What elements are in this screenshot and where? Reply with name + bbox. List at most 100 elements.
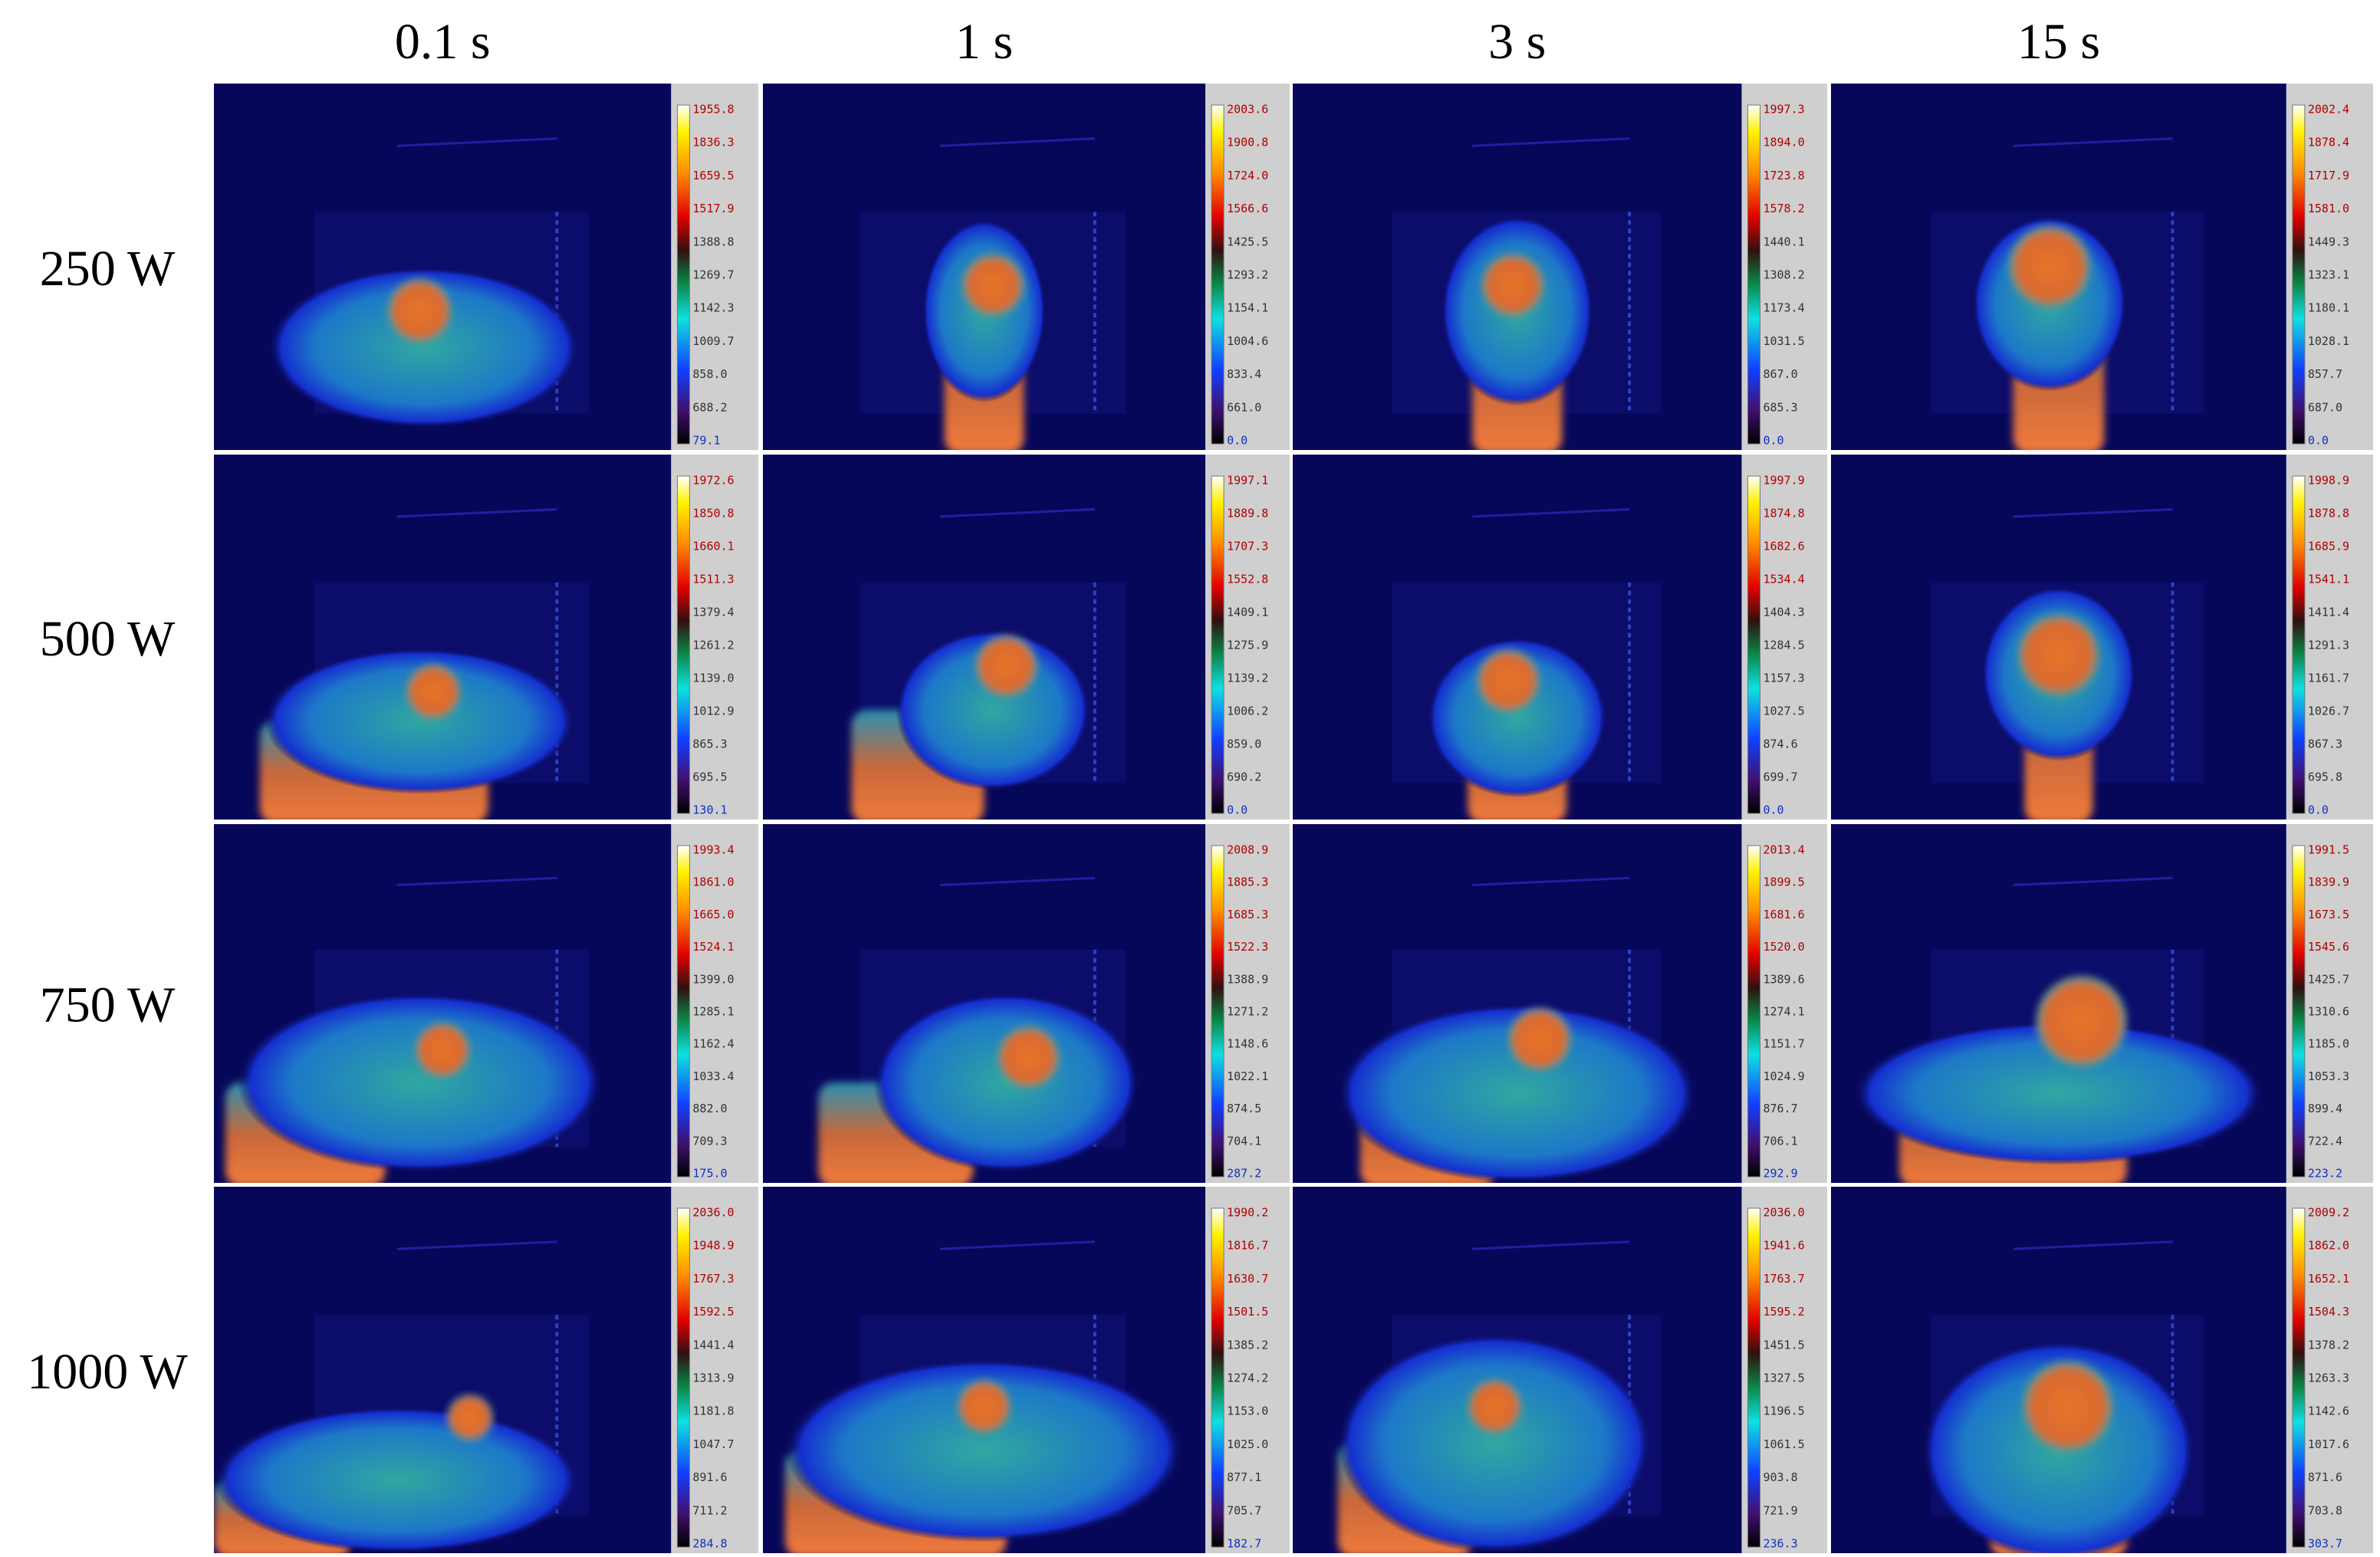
scale-label: 877.1 [1227, 1470, 1261, 1484]
scale-label: 1630.7 [1227, 1272, 1268, 1286]
thermal-image [1293, 1187, 1742, 1553]
scale-label: 1025.0 [1227, 1437, 1268, 1451]
top-streak [396, 1240, 557, 1250]
thermal-panel: 1997.1 1889.8 1707.3 1552.8 1409.1 1275.9 1139… [763, 455, 1290, 820]
scale-label: 1839.9 [2308, 875, 2349, 889]
scale-label: 1142.6 [2308, 1404, 2349, 1418]
scale-label: 1022.1 [1227, 1069, 1268, 1083]
scale-label: 1451.5 [1763, 1338, 1804, 1352]
hot-core [387, 278, 452, 343]
scale-label: 690.2 [1227, 770, 1261, 784]
scale-bar [1747, 475, 1760, 814]
scale-label: 699.7 [1763, 770, 1797, 784]
scale-label: 2002.4 [2308, 103, 2349, 117]
scale-label: 1723.8 [1763, 169, 1804, 182]
scale-bar [1211, 845, 1225, 1178]
scale-label: 1173.4 [1763, 301, 1804, 315]
scale-bar [676, 475, 690, 814]
thermal-panel: 2013.4 1899.5 1681.6 1520.0 1389.6 1274.1 1151… [1293, 824, 1827, 1183]
scale-label: 871.6 [2308, 1470, 2342, 1484]
scale-bar [2292, 475, 2306, 814]
scale-label: 1900.8 [1227, 136, 1268, 149]
scale-label: 0.0 [1227, 803, 1248, 817]
thermal-panel: 2008.9 1885.3 1685.3 1522.3 1388.9 1271.2 1148… [763, 824, 1290, 1183]
scale-label: 79.1 [692, 434, 720, 448]
top-streak [939, 876, 1095, 887]
scale-label: 0.0 [1227, 434, 1248, 448]
scale-label: 1327.5 [1763, 1371, 1804, 1385]
scale-label: 1520.0 [1763, 940, 1804, 954]
thermal-image [763, 455, 1206, 820]
scale-label: 1660.1 [692, 540, 734, 553]
thermal-image [214, 84, 672, 450]
scale-label: 1027.5 [1763, 705, 1804, 718]
heat-blob [1337, 1004, 1697, 1183]
thermal-image [1293, 824, 1742, 1183]
thermal-panel: 1990.2 1816.7 1630.7 1501.5 1385.2 1274.2 1153… [763, 1187, 1290, 1553]
scale-label: 1673.5 [2308, 908, 2349, 921]
scale-label: 706.1 [1763, 1134, 1797, 1148]
scale-label: 1012.9 [692, 705, 734, 718]
scale-label: 661.0 [1227, 400, 1261, 414]
scale-label: 236.3 [1763, 1537, 1797, 1551]
scale-label: 705.7 [1227, 1503, 1261, 1517]
scale-label: 1263.3 [2308, 1371, 2349, 1385]
scale-label: 1261.2 [692, 639, 734, 652]
scale-label: 1425.7 [2308, 972, 2349, 986]
scale-label: 874.6 [1763, 737, 1797, 751]
scale-label: 1151.7 [1763, 1037, 1804, 1051]
top-streak [1472, 508, 1630, 518]
top-streak [1472, 137, 1630, 147]
scale-label: 695.8 [2308, 770, 2342, 784]
scale-bar [1747, 1207, 1760, 1548]
hot-core [1477, 649, 1540, 713]
scale-label: 292.9 [1763, 1167, 1797, 1181]
scale-label: 1379.4 [692, 606, 734, 619]
scale-label: 287.2 [1227, 1167, 1261, 1181]
top-streak [2013, 137, 2173, 147]
heat-blob [1853, 1021, 2264, 1165]
scale-label: 1763.7 [1763, 1272, 1804, 1286]
scale-label: 2003.6 [1227, 103, 1268, 117]
scale-label: 1997.1 [1227, 474, 1268, 488]
hot-core [2036, 976, 2128, 1067]
scale-label: 1061.5 [1763, 1437, 1804, 1451]
scale-label: 1009.7 [692, 334, 734, 348]
scale-bar [1747, 104, 1760, 445]
thermal-panel: 2036.0 1941.6 1763.7 1595.2 1451.5 1327.5 1196… [1293, 1187, 1827, 1553]
scale-label: 1271.2 [1227, 1005, 1268, 1019]
scale-label: 2036.0 [1763, 1206, 1804, 1220]
scale-label: 1993.4 [692, 843, 734, 857]
scale-bar [676, 845, 690, 1178]
hot-core [1481, 253, 1544, 317]
scale-label: 1652.1 [2308, 1272, 2349, 1286]
scale-label: 1659.5 [692, 169, 734, 182]
scale-label: 1284.5 [1763, 639, 1804, 652]
scale-label: 1385.2 [1227, 1338, 1268, 1352]
scale-label: 1274.1 [1763, 1005, 1804, 1019]
scale-label: 1885.3 [1227, 875, 1268, 889]
scale-label: 1552.8 [1227, 573, 1268, 586]
scale-label: 1878.4 [2308, 136, 2349, 149]
scale-label: 685.3 [1763, 400, 1797, 414]
column-header: 1 s [955, 14, 1013, 70]
scale-label: 1836.3 [692, 136, 734, 149]
scale-label: 688.2 [692, 400, 727, 414]
top-streak [2013, 508, 2173, 518]
scale-label: 1878.8 [2308, 507, 2349, 521]
scale-label: 1004.6 [1227, 334, 1268, 348]
scale-label: 865.3 [692, 737, 727, 751]
hot-core [1468, 1379, 1522, 1434]
scale-bar [2292, 845, 2306, 1178]
scale-label: 1180.1 [2308, 301, 2349, 315]
scale-label: 130.1 [692, 803, 727, 817]
scale-label: 2009.2 [2308, 1206, 2349, 1220]
thermal-image [214, 1187, 672, 1553]
scale-label: 1441.4 [692, 1338, 734, 1352]
scale-bar [2292, 104, 2306, 445]
row-label: 1000 W [27, 1344, 188, 1400]
hot-core [406, 664, 462, 720]
scale-label: 1685.9 [2308, 540, 2349, 553]
scale-label: 1889.8 [1227, 507, 1268, 521]
thermal-image [214, 824, 672, 1183]
